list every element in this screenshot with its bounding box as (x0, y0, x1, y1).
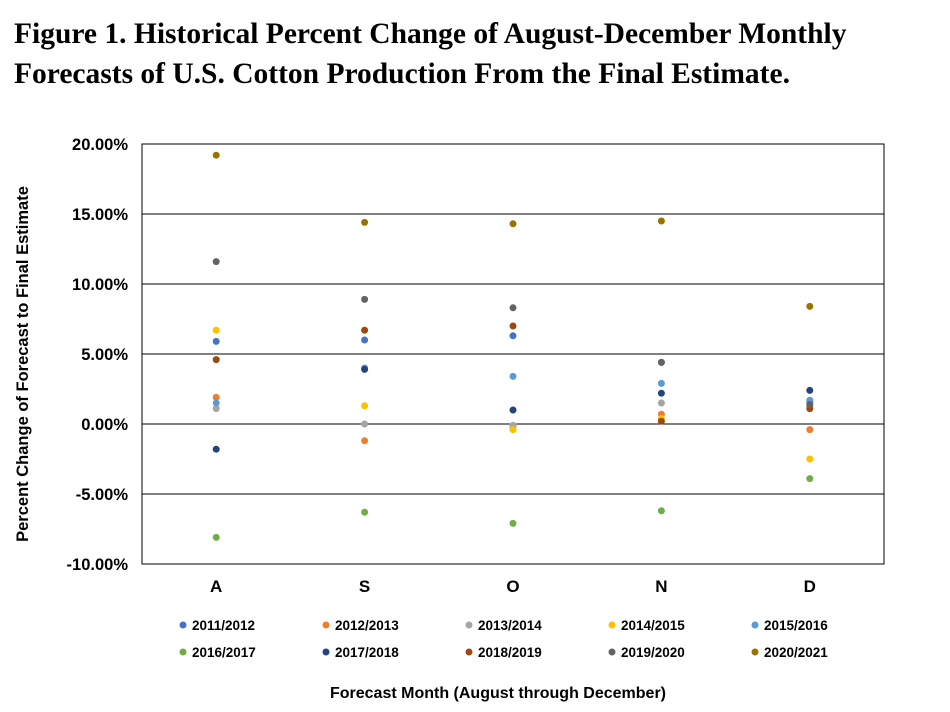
data-point (806, 386, 814, 394)
gridlines (142, 143, 884, 565)
legend-label: 2018/2019 (478, 645, 542, 660)
chart-title-line-1: Figure 1. Historical Percent Change of A… (14, 18, 847, 50)
legend-label: 2012/2013 (335, 618, 399, 633)
data-points (212, 151, 814, 541)
y-axis-tick-labels: -10.00% -5.00% 0.00% 5.00% 10.00% 15.00% 20.00… (67, 136, 129, 574)
data-point (509, 220, 517, 228)
legend-marker (608, 648, 616, 656)
data-point (509, 322, 517, 330)
x-tick-label: S (359, 577, 370, 596)
data-point (806, 302, 814, 310)
data-point (212, 405, 220, 413)
legend-label: 2014/2015 (621, 618, 685, 633)
legend-marker (322, 648, 330, 656)
data-point (361, 420, 369, 428)
data-point (657, 417, 665, 425)
data-point (657, 389, 665, 397)
legend-marker (465, 648, 473, 656)
chart-title-line-2: Forecasts of U.S. Cotton Production From… (14, 58, 790, 90)
y-tick-label: 20.00% (72, 136, 128, 154)
data-point (361, 295, 369, 303)
legend-label: 2015/2016 (764, 618, 828, 633)
legend-label: 2016/2017 (192, 645, 256, 660)
data-point (806, 400, 814, 408)
data-point (657, 358, 665, 366)
data-point (657, 217, 665, 225)
data-point (509, 519, 517, 527)
data-point (212, 356, 220, 364)
y-tick-label: -10.00% (67, 556, 129, 574)
data-point (212, 393, 220, 401)
legend: 2011/2012 2012/2013 2013/2014 2014/2015 2015… (179, 618, 828, 660)
data-point (361, 326, 369, 334)
data-point (212, 337, 220, 345)
legend-marker (322, 621, 330, 629)
data-point (509, 372, 517, 380)
data-point (657, 507, 665, 515)
legend-marker (751, 648, 759, 656)
data-point (361, 437, 369, 445)
x-tick-label: D (804, 577, 816, 596)
data-point (212, 326, 220, 334)
data-point (806, 426, 814, 434)
data-point (212, 533, 220, 541)
data-point (212, 399, 220, 407)
plot-area (141, 143, 885, 565)
legend-marker (751, 621, 759, 629)
x-axis-label: Forecast Month (August through December) (330, 685, 666, 702)
y-tick-label: 10.00% (72, 276, 128, 294)
data-point (509, 406, 517, 414)
legend-label: 2013/2014 (478, 618, 542, 633)
data-point (657, 379, 665, 387)
legend-label: 2017/2018 (335, 645, 399, 660)
data-point (806, 475, 814, 483)
data-point (212, 151, 220, 159)
data-point (806, 455, 814, 463)
data-point (657, 399, 665, 407)
chart-title: Figure 1. Historical Percent Change of A… (14, 14, 934, 94)
legend-label: 2020/2021 (764, 645, 828, 660)
legend-label: 2019/2020 (621, 645, 685, 660)
y-tick-label: 5.00% (81, 346, 128, 364)
data-point (212, 258, 220, 266)
legend-marker (608, 621, 616, 629)
data-point (509, 426, 517, 434)
legend-marker (179, 648, 187, 656)
data-point (212, 445, 220, 453)
data-point (361, 336, 369, 344)
data-point (509, 332, 517, 340)
data-point (361, 508, 369, 516)
data-point (361, 365, 369, 373)
legend-marker (465, 621, 473, 629)
data-point (361, 402, 369, 410)
x-tick-label: O (506, 577, 519, 596)
y-tick-label: 15.00% (72, 206, 128, 224)
y-tick-label: -5.00% (76, 486, 129, 504)
y-axis-label: Percent Change of Forecast to Final Esti… (14, 186, 32, 542)
data-point (509, 304, 517, 312)
y-tick-label: 0.00% (81, 416, 128, 434)
legend-label: 2011/2012 (192, 618, 255, 633)
x-tick-label: N (655, 577, 667, 596)
x-tick-label: A (210, 577, 222, 596)
legend-marker (179, 621, 187, 629)
data-point (361, 218, 369, 226)
